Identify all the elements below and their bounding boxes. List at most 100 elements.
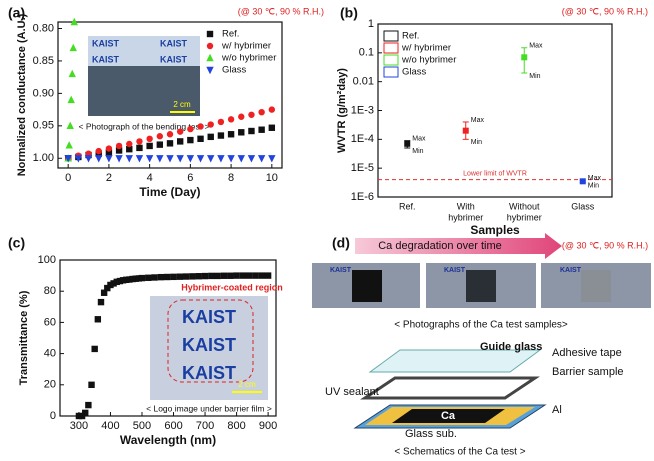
- marker: [187, 136, 194, 144]
- legend-label: Ref.: [222, 29, 239, 40]
- marker: [197, 135, 204, 142]
- legend-key: [206, 42, 214, 50]
- x-tick-label: 900: [259, 420, 277, 432]
- marker: [88, 381, 95, 388]
- annotation: (@ 30 ℃, 90 % R.H.): [562, 6, 648, 16]
- x-tick-label: 700: [196, 420, 214, 432]
- y-tick-label: 0.95: [33, 120, 54, 132]
- photo-logo: KAIST: [560, 267, 582, 274]
- marker: [85, 401, 92, 409]
- marker: [239, 272, 247, 279]
- marker: [579, 178, 586, 185]
- x-axis-label: Wavelength (nm): [120, 433, 216, 447]
- marker: [135, 155, 144, 163]
- marker: [95, 155, 103, 163]
- max-label: Max: [412, 135, 426, 142]
- legend-key: [206, 66, 214, 75]
- legend-key: [383, 54, 399, 66]
- x-tick-label: 800: [227, 420, 245, 432]
- y-tick-label: 0.1: [359, 47, 374, 59]
- arrow-label: Ca degradation over time: [378, 240, 502, 252]
- inset-caption: < Photograph of the bending test >: [79, 121, 210, 131]
- marker: [84, 155, 93, 163]
- marker: [157, 273, 165, 281]
- min-label: Min: [471, 139, 482, 146]
- photo-logo: KAIST: [182, 307, 236, 327]
- marker: [176, 273, 184, 280]
- y-tick-label: 80: [44, 285, 56, 297]
- marker: [264, 272, 272, 279]
- marker: [201, 272, 209, 280]
- marker: [404, 140, 411, 147]
- photo-logo: KAIST: [92, 54, 120, 64]
- photo-logo: KAIST: [160, 54, 188, 64]
- y-tick-label: 0.90: [33, 87, 54, 99]
- marker: [166, 131, 174, 138]
- marker: [195, 273, 202, 280]
- legend-key: [206, 30, 214, 38]
- min-label: Min: [529, 73, 540, 80]
- legend-label: w/o hybrimer: [401, 55, 456, 66]
- label: Guide glass: [480, 341, 542, 353]
- x-tick-label: 500: [133, 420, 151, 432]
- label: Barrier sample: [552, 366, 624, 378]
- marker: [268, 124, 276, 131]
- marker: [100, 289, 108, 296]
- y-tick-label: 1E-6: [351, 191, 374, 203]
- marker: [227, 131, 235, 138]
- marker: [145, 274, 152, 281]
- marker: [208, 272, 215, 280]
- marker: [156, 141, 164, 148]
- marker: [207, 133, 214, 141]
- marker: [248, 111, 255, 118]
- marker: [238, 113, 245, 120]
- marker: [156, 155, 164, 163]
- marker: [136, 144, 143, 152]
- marker: [166, 155, 174, 163]
- ca-label: Ca: [441, 410, 456, 422]
- marker: [186, 155, 195, 163]
- photo-logo: KAIST: [92, 38, 120, 48]
- x-tick-label: 2: [106, 172, 112, 184]
- marker: [217, 132, 225, 139]
- limit-label: Lower limit of WVTR: [463, 170, 527, 177]
- x-tick-label: 10: [266, 172, 278, 184]
- legend-key: [206, 53, 214, 62]
- label: Adhesive tape: [552, 347, 622, 359]
- marker: [258, 108, 265, 116]
- marker: [252, 272, 259, 279]
- marker: [156, 133, 164, 140]
- x-tick-label: 6: [187, 172, 193, 184]
- caption: < Photographs of the Ca test samples>: [394, 320, 568, 331]
- legend-key: [383, 66, 399, 78]
- marker: [207, 121, 214, 128]
- max-label: Max: [588, 175, 602, 182]
- marker: [97, 298, 105, 306]
- marker: [105, 149, 113, 156]
- region-label: Hybrimer-coated region: [181, 282, 283, 292]
- annotation: (@ 30 ℃, 90 % R.H.): [238, 6, 324, 16]
- marker: [126, 145, 133, 153]
- marker: [189, 273, 196, 280]
- legend-key: [383, 42, 399, 54]
- x-tick-label: With: [457, 201, 475, 211]
- inset-photo: [150, 296, 268, 400]
- caption: < Schematics of the Ca test >: [394, 447, 525, 458]
- panel-label: (d): [332, 235, 350, 251]
- marker: [82, 409, 89, 417]
- legend-label: w/ hybrimer: [221, 41, 271, 52]
- label: Glass sub.: [405, 428, 457, 440]
- marker: [227, 272, 234, 279]
- y-tick-label: 60: [44, 316, 56, 328]
- x-tick-label: 4: [147, 172, 153, 184]
- x-axis-label: Samples: [470, 223, 520, 237]
- marker: [187, 125, 194, 133]
- marker: [238, 129, 245, 136]
- panel-label: (b): [340, 5, 358, 21]
- photos: KAIST KAIST KAIST: [312, 263, 651, 308]
- marker: [176, 128, 184, 135]
- y-tick-label: 1E-4: [351, 133, 374, 145]
- marker: [233, 272, 240, 279]
- y-axis-label: Transmittance (%): [18, 290, 30, 385]
- marker: [217, 118, 225, 126]
